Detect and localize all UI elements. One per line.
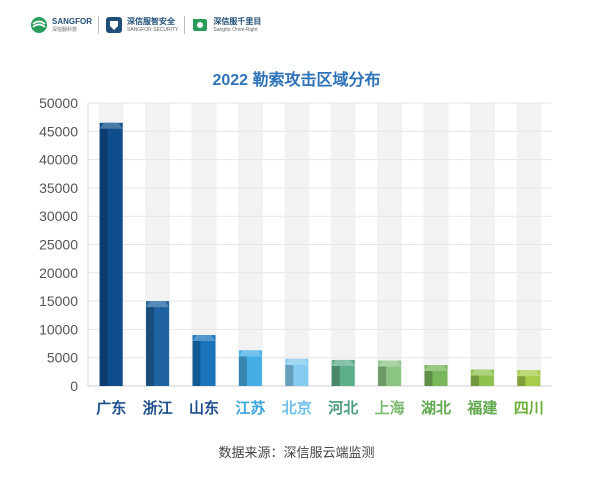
x-tick-label: 上海 xyxy=(375,399,405,417)
logo-subtitle: 深信服科技 xyxy=(52,26,78,33)
security-logo: 深信服智安全 SANGFOR SECURITY xyxy=(105,14,178,36)
logo-subtitle: Sangfor Omni-Right xyxy=(213,26,258,33)
y-tick-label: 10000 xyxy=(39,321,78,337)
x-tick-label: 四川 xyxy=(514,400,544,417)
omni-right-logo: 深信服千里目 Sangfor Omni-Right xyxy=(191,14,261,36)
x-tick-label: 福建 xyxy=(466,399,498,417)
x-tick-label: 广东 xyxy=(96,399,126,417)
y-tick-label: 0 xyxy=(70,378,78,394)
y-tick-label: 5000 xyxy=(47,350,78,366)
bar-top xyxy=(99,122,123,129)
bar-top xyxy=(192,335,216,342)
bar-side xyxy=(424,371,433,386)
y-tick-label: 50000 xyxy=(39,95,78,111)
x-tick-label: 河北 xyxy=(328,399,358,417)
header-logos: SANGFOR 深信服科技 深信服智安全 SANGFOR SECURITY 深信… xyxy=(30,14,261,36)
shield-icon xyxy=(106,17,122,33)
x-tick-label: 北京 xyxy=(282,399,312,417)
x-tick-label: 浙江 xyxy=(143,399,173,417)
logo-divider xyxy=(98,16,99,34)
source-note: 数据来源：深信服云端监测 xyxy=(218,445,375,460)
y-tick-label: 35000 xyxy=(39,180,78,196)
bar-top xyxy=(517,370,541,377)
logo-name: 深信服千里目 xyxy=(213,16,262,26)
bar-top xyxy=(331,359,355,366)
bar-side xyxy=(331,365,340,386)
chart-title: 2022 勒索攻击区域分布 xyxy=(212,72,381,89)
bar-top xyxy=(470,369,494,376)
x-tick-label: 山东 xyxy=(189,399,219,417)
logo-name: SANGFOR xyxy=(52,16,92,26)
y-tick-label: 30000 xyxy=(39,208,78,224)
logo-subtitle: SANGFOR SECURITY xyxy=(127,26,179,33)
y-tick-label: 25000 xyxy=(39,237,78,253)
bar-side xyxy=(470,375,479,386)
bar-side xyxy=(517,376,526,386)
logo-divider xyxy=(184,16,186,34)
bar-top xyxy=(378,360,402,367)
bar-top xyxy=(146,301,170,308)
y-tick-label: 20000 xyxy=(39,265,78,281)
bar-side xyxy=(146,307,155,386)
sangfor-logo: SANGFOR 深信服科技 xyxy=(30,14,92,36)
bar-side xyxy=(99,128,108,386)
bar-top xyxy=(424,365,448,372)
y-tick-label: 15000 xyxy=(39,293,78,309)
x-tick-label: 湖北 xyxy=(421,400,451,417)
bar-top xyxy=(285,358,309,365)
logo-name: 深信服智安全 xyxy=(127,16,175,26)
bar-side xyxy=(192,341,201,386)
bar-top xyxy=(238,350,262,357)
sangfor-logo-icon xyxy=(31,17,47,33)
y-tick-label: 45000 xyxy=(39,123,78,139)
bar-side xyxy=(285,364,294,386)
bar-side xyxy=(378,366,387,386)
x-tick-label: 江苏 xyxy=(235,399,265,417)
y-tick-label: 40000 xyxy=(39,152,78,168)
eye-icon xyxy=(193,19,208,31)
bar-side xyxy=(238,356,247,386)
